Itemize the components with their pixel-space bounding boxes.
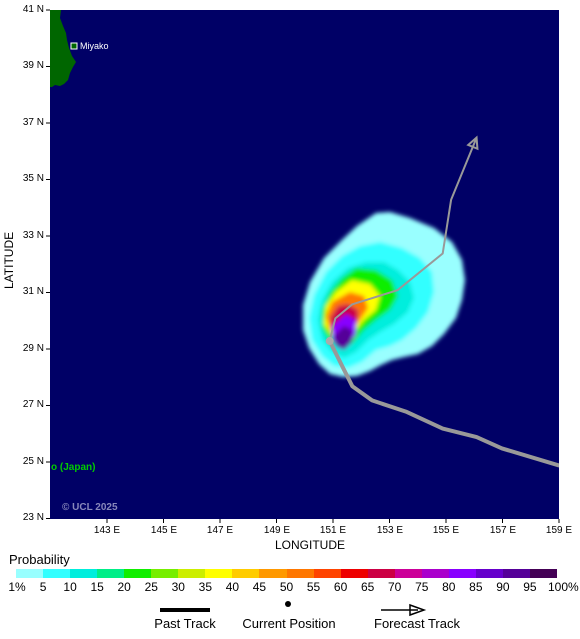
colorbar-label: 15 xyxy=(90,580,104,594)
region-label: o (Japan) xyxy=(51,462,96,473)
japan-coastline xyxy=(50,10,76,87)
lat-tick-label: 33 N xyxy=(22,230,44,241)
colorbar-label: 80 xyxy=(442,580,456,594)
colorbar-swatch xyxy=(178,569,206,578)
contour-90-percent xyxy=(334,326,352,350)
colorbar-swatch xyxy=(448,569,477,578)
colorbar-label: 65 xyxy=(360,580,375,594)
colorbar-label: 20 xyxy=(117,580,131,594)
longitude-axis-title: LONGITUDE xyxy=(274,538,345,552)
lat-tick-label: 25 N xyxy=(22,456,44,467)
colorbar-label: 85 xyxy=(469,580,483,594)
colorbar-label: 100% xyxy=(548,580,579,594)
legend-forecast-track-label: Forecast Track xyxy=(374,616,460,631)
copyright-credit: © UCL 2025 xyxy=(62,502,118,513)
lon-tick-label: 147 E xyxy=(206,525,234,536)
current-position-marker xyxy=(325,337,334,346)
colorbar-swatch xyxy=(232,569,260,578)
colorbar-swatch xyxy=(313,569,342,578)
lat-tick-label: 23 N xyxy=(22,512,44,523)
lon-tick-label: 159 E xyxy=(545,525,573,536)
lat-tick-label: 31 N xyxy=(22,286,44,297)
lon-tick-label: 151 E xyxy=(319,525,347,536)
colorbar-label: 10 xyxy=(63,580,77,594)
colorbar-swatch xyxy=(502,569,531,578)
axis-ticks xyxy=(46,9,560,523)
colorbar-swatch xyxy=(151,569,179,578)
legend-current-position-label: Current Position xyxy=(242,616,336,631)
colorbar-label: 75 xyxy=(415,580,429,594)
lon-tick-label: 145 E xyxy=(150,525,178,536)
colorbar-label: 95 xyxy=(523,580,537,594)
legend-current-position-symbol xyxy=(285,601,291,607)
colorbar-swatch xyxy=(421,569,450,578)
lon-tick-label: 149 E xyxy=(263,525,291,536)
colorbar-swatch xyxy=(43,569,71,578)
lat-tick-label: 41 N xyxy=(22,4,44,15)
colorbar-swatch xyxy=(529,569,558,578)
lon-tick-label: 143 E xyxy=(93,525,121,536)
ocean-background xyxy=(50,10,559,519)
colorbar-label: 25 xyxy=(144,580,158,594)
colorbar-label: 1% xyxy=(8,580,26,594)
legend-past-track-label: Past Track xyxy=(154,616,216,631)
colorbar-swatch xyxy=(259,569,287,578)
lon-tick-label: 157 E xyxy=(489,525,517,536)
forecast-arrow-head xyxy=(466,135,479,151)
lat-tick-label: 29 N xyxy=(22,343,44,354)
colorbar-label: 5 xyxy=(39,580,47,594)
colorbar-swatch xyxy=(205,569,233,578)
legend-forecast-track-symbol xyxy=(381,603,427,617)
colorbar-label: 50 xyxy=(279,580,294,594)
colorbar-swatch xyxy=(340,569,369,578)
miyako-marker xyxy=(70,42,78,50)
lat-tick-label: 39 N xyxy=(22,60,44,71)
colorbar-label: 70 xyxy=(388,580,402,594)
lon-tick-label: 155 E xyxy=(432,525,460,536)
forecast-track-line xyxy=(328,137,478,342)
colorbar-label: 60 xyxy=(333,580,348,594)
colorbar-swatch xyxy=(124,569,152,578)
lat-tick-label: 27 N xyxy=(22,399,44,410)
lat-tick-label: 35 N xyxy=(22,173,44,184)
colorbar-swatch xyxy=(97,569,125,578)
colorbar-swatch xyxy=(394,569,423,578)
colorbar-swatch xyxy=(70,569,98,578)
miyako-label: Miyako xyxy=(80,41,109,51)
colorbar-label: 35 xyxy=(198,580,213,594)
colorbar-swatch xyxy=(286,569,315,578)
colorbar-label: 55 xyxy=(306,580,321,594)
past-track-line xyxy=(327,339,559,468)
colorbar-label: 45 xyxy=(252,580,267,594)
lat-tick-label: 37 N xyxy=(22,117,44,128)
lon-tick-label: 153 E xyxy=(376,525,404,536)
colorbar-label: 90 xyxy=(496,580,510,594)
colorbar-swatch xyxy=(475,569,504,578)
legend-title: Probability xyxy=(9,552,70,567)
colorbar-swatch xyxy=(367,569,396,578)
colorbar-swatch xyxy=(16,569,44,578)
latitude-axis-title: LATITUDE xyxy=(2,231,16,289)
colorbar-label: 30 xyxy=(171,580,185,594)
colorbar-label: 40 xyxy=(225,580,240,594)
